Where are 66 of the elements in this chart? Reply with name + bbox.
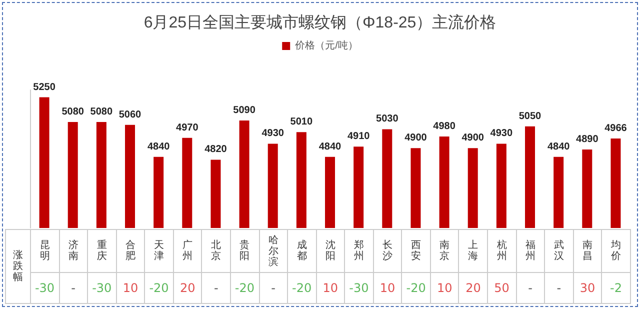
data-label: 4890 bbox=[576, 134, 599, 146]
x-tick-label: 北京 bbox=[202, 230, 230, 272]
text: - bbox=[202, 272, 230, 304]
text: - bbox=[59, 272, 88, 304]
x-tick-label: 南京 bbox=[430, 230, 459, 272]
data-label: 4970 bbox=[176, 122, 199, 134]
x-tick-label: 长沙 bbox=[373, 230, 402, 272]
data-label: 4840 bbox=[147, 141, 170, 152]
text: 涨跌幅 bbox=[6, 230, 30, 304]
text: 50 bbox=[488, 272, 516, 304]
x-tick-label: 昆明 bbox=[30, 230, 60, 272]
data-label: 4840 bbox=[318, 141, 342, 152]
text: -30 bbox=[88, 272, 116, 304]
text: - bbox=[544, 272, 574, 304]
data-label: 4930 bbox=[262, 128, 284, 140]
x-tick-label: 福州 bbox=[516, 230, 545, 272]
data-label: 4900 bbox=[404, 132, 428, 144]
x-tick-label: 西安 bbox=[402, 230, 430, 272]
x-tick-label: 上海 bbox=[458, 230, 488, 272]
x-tick-label: 重庆 bbox=[88, 230, 116, 272]
text: - bbox=[516, 272, 545, 304]
x-tick-label: 哈尔滨 bbox=[259, 230, 288, 272]
text: -30 bbox=[344, 272, 374, 304]
data-label: 4980 bbox=[433, 120, 456, 132]
x-tick-label: 郑州 bbox=[344, 230, 374, 272]
x-tick-label: 天津 bbox=[144, 230, 174, 272]
x-tick-label: 杭州 bbox=[488, 230, 516, 272]
data-label: 5060 bbox=[118, 109, 142, 120]
text: 10 bbox=[430, 272, 459, 304]
data-label: 5080 bbox=[62, 106, 84, 118]
data-label: 5010 bbox=[290, 116, 313, 128]
data-label: 4966 bbox=[604, 123, 628, 134]
x-tick-label: 成都 bbox=[288, 230, 316, 272]
text: -20 bbox=[288, 272, 316, 304]
data-label: 4820 bbox=[204, 144, 228, 156]
chart-title: 6月25日全国主要城市螺纹钢（Φ18-25）主流价格 bbox=[144, 14, 496, 32]
data-label: 5080 bbox=[90, 106, 113, 118]
x-tick-label: 武汉 bbox=[544, 230, 574, 272]
data-label: 4930 bbox=[490, 128, 513, 140]
x-tick-label: 济南 bbox=[59, 230, 88, 272]
text: 10 bbox=[116, 272, 145, 304]
x-tick-label: 贵阳 bbox=[230, 230, 259, 272]
x-tick-label: 南昌 bbox=[573, 230, 602, 272]
x-tick-label: 合肥 bbox=[116, 230, 145, 272]
text: - bbox=[259, 272, 288, 304]
text: 20 bbox=[173, 272, 202, 304]
data-label: 5250 bbox=[33, 82, 56, 93]
data-label: 5050 bbox=[518, 110, 542, 122]
data-label: 4900 bbox=[462, 132, 484, 144]
data-label: 4910 bbox=[347, 131, 370, 142]
text: -30 bbox=[30, 272, 60, 304]
text: 10 bbox=[373, 272, 402, 304]
data-label: 5090 bbox=[233, 105, 256, 116]
text: -20 bbox=[144, 272, 174, 304]
data-label: 5030 bbox=[376, 114, 399, 125]
x-tick-label: 均价 bbox=[602, 230, 630, 272]
text: -20 bbox=[230, 272, 259, 304]
legend-label: 价格（元/吨） bbox=[294, 40, 358, 52]
x-tick-label: 沈阳 bbox=[316, 230, 345, 272]
text: 20 bbox=[458, 272, 488, 304]
text: 10 bbox=[316, 272, 345, 304]
x-tick-label: 广州 bbox=[173, 230, 202, 272]
text: -20 bbox=[402, 272, 430, 304]
data-label: 4840 bbox=[547, 141, 570, 152]
text: 30 bbox=[573, 272, 602, 304]
text: -2 bbox=[602, 272, 630, 304]
